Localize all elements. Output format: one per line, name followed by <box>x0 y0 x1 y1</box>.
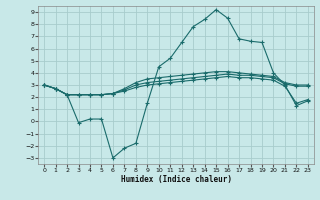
X-axis label: Humidex (Indice chaleur): Humidex (Indice chaleur) <box>121 175 231 184</box>
